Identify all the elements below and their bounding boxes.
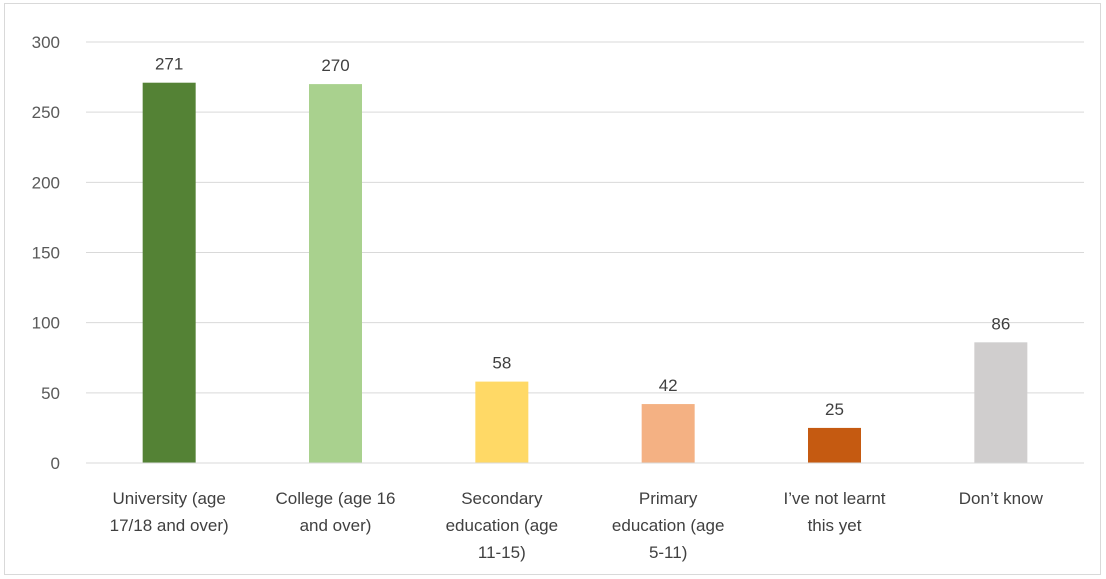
bar bbox=[309, 84, 362, 463]
data-label: 25 bbox=[825, 400, 844, 419]
bar bbox=[142, 82, 196, 464]
category-label: 17/18 and over) bbox=[110, 516, 229, 535]
y-tick-label: 150 bbox=[32, 244, 60, 263]
category-label: University (age bbox=[112, 489, 225, 508]
data-label: 86 bbox=[991, 314, 1010, 333]
bar bbox=[475, 381, 529, 463]
y-tick-label: 100 bbox=[32, 314, 60, 333]
y-tick-label: 250 bbox=[32, 103, 60, 122]
bar bbox=[641, 404, 695, 463]
category-label: this yet bbox=[808, 516, 862, 535]
data-label: 271 bbox=[155, 55, 183, 74]
category-label: and over) bbox=[300, 516, 372, 535]
category-label: 5-11) bbox=[649, 543, 687, 562]
data-label: 58 bbox=[492, 354, 511, 373]
category-label: 11-15) bbox=[478, 543, 526, 562]
data-label: 42 bbox=[659, 376, 678, 395]
category-label: Secondary bbox=[461, 489, 543, 508]
category-label: Don’t know bbox=[959, 489, 1044, 508]
y-tick-label: 50 bbox=[41, 384, 60, 403]
category-label: College (age 16 bbox=[275, 489, 395, 508]
category-label: education (age bbox=[612, 516, 724, 535]
bar bbox=[808, 427, 861, 463]
data-label: 270 bbox=[321, 56, 349, 75]
category-label: Primary bbox=[639, 489, 698, 508]
category-label: education (age bbox=[446, 516, 558, 535]
y-tick-label: 0 bbox=[51, 454, 60, 473]
y-tick-label: 300 bbox=[32, 33, 60, 52]
y-tick-label: 200 bbox=[32, 173, 60, 192]
bar bbox=[974, 342, 1028, 463]
category-label: I’ve not learnt bbox=[783, 489, 885, 508]
